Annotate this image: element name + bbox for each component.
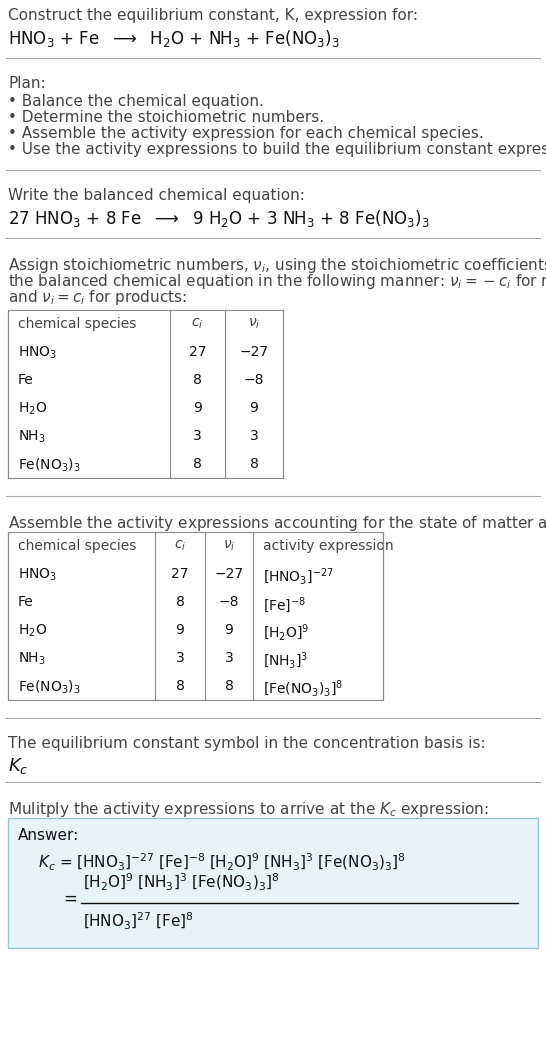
Text: 3: 3 <box>176 651 185 665</box>
Text: HNO$_3$ + Fe  $\longrightarrow$  H$_2$O + NH$_3$ + Fe(NO$_3$)$_3$: HNO$_3$ + Fe $\longrightarrow$ H$_2$O + … <box>8 28 340 49</box>
Text: 8: 8 <box>193 457 202 471</box>
Bar <box>8 532 383 700</box>
Text: chemical species: chemical species <box>18 317 136 331</box>
Text: • Determine the stoichiometric numbers.: • Determine the stoichiometric numbers. <box>8 110 324 125</box>
Text: H$_2$O: H$_2$O <box>18 623 48 639</box>
Text: 27 HNO$_3$ + 8 Fe  $\longrightarrow$  9 H$_2$O + 3 NH$_3$ + 8 Fe(NO$_3$)$_3$: 27 HNO$_3$ + 8 Fe $\longrightarrow$ 9 H$… <box>8 208 430 229</box>
Text: Write the balanced chemical equation:: Write the balanced chemical equation: <box>8 188 305 203</box>
Text: 9: 9 <box>250 401 258 415</box>
Text: $K_c$ = [HNO$_3$]$^{-27}$ [Fe]$^{-8}$ [H$_2$O]$^9$ [NH$_3$]$^3$ [Fe(NO$_3$)$_3$]: $K_c$ = [HNO$_3$]$^{-27}$ [Fe]$^{-8}$ [H… <box>38 852 406 873</box>
Text: Construct the equilibrium constant, K, expression for:: Construct the equilibrium constant, K, e… <box>8 8 418 23</box>
Text: −8: −8 <box>219 595 239 609</box>
Text: activity expression: activity expression <box>263 539 394 553</box>
Text: HNO$_3$: HNO$_3$ <box>18 345 57 361</box>
Text: 3: 3 <box>224 651 233 665</box>
Text: $K_c$: $K_c$ <box>8 756 28 776</box>
Text: 3: 3 <box>193 429 202 443</box>
Text: 27: 27 <box>171 567 189 581</box>
Text: −8: −8 <box>244 373 264 388</box>
Text: 8: 8 <box>193 373 202 388</box>
Text: [Fe(NO$_3$)$_3$]$^8$: [Fe(NO$_3$)$_3$]$^8$ <box>263 679 343 699</box>
Text: 8: 8 <box>250 457 258 471</box>
Text: 3: 3 <box>250 429 258 443</box>
Text: Mulitply the activity expressions to arrive at the $K_c$ expression:: Mulitply the activity expressions to arr… <box>8 800 489 819</box>
Text: 8: 8 <box>176 595 185 609</box>
Text: [H$_2$O]$^9$: [H$_2$O]$^9$ <box>263 623 309 643</box>
Text: 8: 8 <box>176 679 185 693</box>
Text: 9: 9 <box>176 623 185 637</box>
Text: 8: 8 <box>224 679 234 693</box>
Text: Assemble the activity expressions accounting for the state of matter and $\nu_i$: Assemble the activity expressions accoun… <box>8 514 546 533</box>
Text: [HNO$_3$]$^{-27}$: [HNO$_3$]$^{-27}$ <box>263 567 334 588</box>
Text: • Use the activity expressions to build the equilibrium constant expression.: • Use the activity expressions to build … <box>8 142 546 157</box>
Text: 9: 9 <box>224 623 234 637</box>
Text: [Fe]$^{-8}$: [Fe]$^{-8}$ <box>263 595 306 615</box>
Text: −27: −27 <box>240 345 269 359</box>
Text: NH$_3$: NH$_3$ <box>18 429 46 445</box>
Text: =: = <box>63 890 77 908</box>
Text: $c_i$: $c_i$ <box>174 539 186 554</box>
Text: and $\nu_i = c_i$ for products:: and $\nu_i = c_i$ for products: <box>8 289 187 307</box>
Text: Fe(NO$_3$)$_3$: Fe(NO$_3$)$_3$ <box>18 679 81 696</box>
Text: • Assemble the activity expression for each chemical species.: • Assemble the activity expression for e… <box>8 126 484 141</box>
Text: H$_2$O: H$_2$O <box>18 401 48 417</box>
Text: chemical species: chemical species <box>18 539 136 553</box>
Text: Answer:: Answer: <box>18 828 79 843</box>
Text: HNO$_3$: HNO$_3$ <box>18 567 57 583</box>
Text: the balanced chemical equation in the following manner: $\nu_i = -c_i$ for react: the balanced chemical equation in the fo… <box>8 272 546 291</box>
Text: Assign stoichiometric numbers, $\nu_i$, using the stoichiometric coefficients, $: Assign stoichiometric numbers, $\nu_i$, … <box>8 256 546 275</box>
Text: $c_i$: $c_i$ <box>191 317 204 332</box>
Text: The equilibrium constant symbol in the concentration basis is:: The equilibrium constant symbol in the c… <box>8 736 485 751</box>
Text: 27: 27 <box>189 345 206 359</box>
Text: $\nu_i$: $\nu_i$ <box>223 539 235 554</box>
Text: [NH$_3$]$^3$: [NH$_3$]$^3$ <box>263 651 308 672</box>
Text: $\nu_i$: $\nu_i$ <box>248 317 260 332</box>
Text: [H$_2$O]$^9$ [NH$_3$]$^3$ [Fe(NO$_3$)$_3$]$^8$: [H$_2$O]$^9$ [NH$_3$]$^3$ [Fe(NO$_3$)$_3… <box>83 872 280 893</box>
Text: −27: −27 <box>215 567 244 581</box>
Text: • Balance the chemical equation.: • Balance the chemical equation. <box>8 94 264 110</box>
Text: Fe(NO$_3$)$_3$: Fe(NO$_3$)$_3$ <box>18 457 81 475</box>
Bar <box>8 818 538 948</box>
Text: NH$_3$: NH$_3$ <box>18 651 46 668</box>
Text: [HNO$_3$]$^{27}$ [Fe]$^8$: [HNO$_3$]$^{27}$ [Fe]$^8$ <box>83 911 194 932</box>
Text: 9: 9 <box>193 401 202 415</box>
Text: Plan:: Plan: <box>8 76 46 91</box>
Bar <box>8 310 283 478</box>
Text: Fe: Fe <box>18 595 34 609</box>
Text: Fe: Fe <box>18 373 34 388</box>
